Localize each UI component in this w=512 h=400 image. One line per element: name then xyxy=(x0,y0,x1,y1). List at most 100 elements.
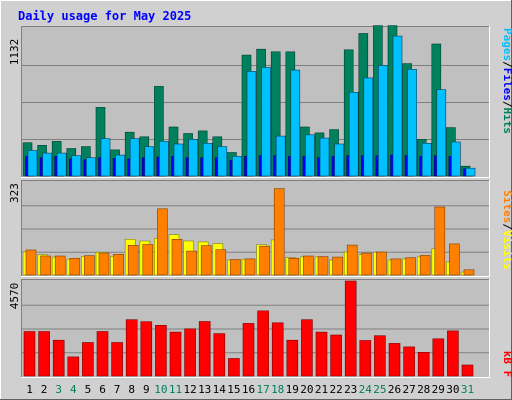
x-tick-label: 5 xyxy=(85,383,92,396)
bar-kb-f-day-1 xyxy=(23,331,36,377)
x-tick-label: 31 xyxy=(461,383,474,396)
bar-sites-day-22 xyxy=(332,256,343,276)
bar-pages-day-20 xyxy=(305,134,315,177)
bar-sites-day-14 xyxy=(215,249,227,276)
bar-pages-day-19 xyxy=(290,69,301,177)
chart-title: Daily usage for May 2025 xyxy=(18,9,191,23)
bar-sites-day-18 xyxy=(273,188,285,276)
bar-sites-day-17 xyxy=(259,245,270,276)
x-tick-label: 10 xyxy=(154,383,167,396)
bar-pages-day-7 xyxy=(115,154,125,177)
bar-kb-f-day-27 xyxy=(403,346,415,377)
bar-kb-f-day-4 xyxy=(67,356,80,377)
x-tick-label: 17 xyxy=(256,383,269,396)
x-tick-label: 26 xyxy=(388,383,401,396)
bar-sites-day-28 xyxy=(419,255,431,276)
bar-kb-f-day-28 xyxy=(417,351,430,377)
x-tick-label: 12 xyxy=(183,383,196,396)
x-tick-label: 27 xyxy=(402,383,415,396)
bar-kb-f-day-17 xyxy=(257,310,269,377)
bar-kb-f-day-20 xyxy=(301,319,313,377)
bottom-max-label: 4570 xyxy=(8,283,21,310)
x-tick-label: 19 xyxy=(286,383,299,396)
bar-pages-day-4 xyxy=(71,155,82,177)
bar-pages-day-18 xyxy=(275,135,286,177)
bar-kb-f-day-6 xyxy=(96,331,109,377)
legend-sites: Sites xyxy=(501,190,512,223)
bar-pages-day-15 xyxy=(232,156,242,177)
bar-kb-f-day-15 xyxy=(228,358,240,377)
x-tick-label: 15 xyxy=(227,383,240,396)
bottom-legend: kB F xyxy=(501,351,512,378)
bar-kb-f-day-2 xyxy=(38,331,50,377)
x-tick-label: 25 xyxy=(373,383,386,396)
bar-kb-f-day-19 xyxy=(286,339,299,377)
x-tick-label: 11 xyxy=(169,383,182,396)
bar-pages-day-13 xyxy=(202,143,213,177)
bar-sites-day-8 xyxy=(127,245,139,276)
bar-sites-day-26 xyxy=(390,258,402,276)
bar-pages-day-9 xyxy=(144,146,155,177)
bar-kb-f-day-12 xyxy=(184,328,196,377)
legend-sep: / xyxy=(501,101,512,108)
bar-pages-day-27 xyxy=(407,69,417,177)
mid-max-label: 323 xyxy=(8,183,21,203)
bar-sites-day-24 xyxy=(361,252,373,276)
x-tick-label: 20 xyxy=(300,383,313,396)
bar-pages-day-11 xyxy=(173,143,184,177)
x-tick-label: 29 xyxy=(432,383,445,396)
bar-pages-day-22 xyxy=(334,143,344,177)
x-tick-label: 6 xyxy=(99,383,106,396)
bar-pages-day-8 xyxy=(129,138,140,177)
x-tick-label: 18 xyxy=(271,383,284,396)
x-tick-label: 2 xyxy=(41,383,48,396)
bar-sites-day-23 xyxy=(346,244,358,276)
bar-sites-day-5 xyxy=(84,255,95,276)
bar-pages-day-16 xyxy=(246,71,257,177)
bar-kb-f-day-29 xyxy=(432,338,445,377)
bar-sites-day-7 xyxy=(113,254,124,276)
bar-pages-day-29 xyxy=(436,89,447,177)
bar-kb-f-day-30 xyxy=(447,330,459,377)
x-tick-label: 22 xyxy=(329,383,342,396)
bar-sites-day-29 xyxy=(434,206,446,276)
legend-sep: / xyxy=(501,61,512,68)
legend-visits: Visits xyxy=(501,230,512,270)
bar-sites-day-31 xyxy=(463,269,475,276)
x-tick-label: 1 xyxy=(26,383,33,396)
bar-sites-day-30 xyxy=(449,243,460,276)
bar-pages-day-5 xyxy=(86,157,96,177)
bar-sites-day-12 xyxy=(186,250,197,276)
x-tick-label: 23 xyxy=(344,383,357,396)
bar-sites-day-16 xyxy=(244,258,256,276)
bar-kb-f-day-22 xyxy=(330,334,342,377)
bar-pages-day-17 xyxy=(261,67,271,177)
x-tick-label: 14 xyxy=(213,383,227,396)
bar-kb-f-day-7 xyxy=(111,342,123,377)
bar-pages-day-30 xyxy=(451,141,461,177)
bar-sites-day-9 xyxy=(142,244,154,276)
bar-kb-f-day-13 xyxy=(198,321,211,377)
x-tick-label: 28 xyxy=(417,383,430,396)
bar-kb-f-day-10 xyxy=(155,324,167,377)
bar-sites-day-13 xyxy=(200,245,212,276)
bar-kb-f-day-26 xyxy=(388,343,401,377)
bar-pages-day-28 xyxy=(421,143,432,177)
x-tick-label: 24 xyxy=(359,383,373,396)
bar-kb-f-day-16 xyxy=(242,323,255,377)
bar-pages-day-21 xyxy=(319,137,330,177)
legend-sep: / xyxy=(501,223,512,230)
mid-legend: Sites/Visits xyxy=(501,190,512,270)
bar-kb-f-day-24 xyxy=(359,340,372,377)
bar-kb-f-day-21 xyxy=(315,331,328,377)
bar-pages-day-3 xyxy=(56,152,67,177)
legend-pages: Pages xyxy=(501,28,512,61)
bar-pages-day-24 xyxy=(363,77,374,177)
bar-kb-f-day-5 xyxy=(82,342,94,377)
bar-pages-day-12 xyxy=(188,139,198,177)
bar-pages-day-6 xyxy=(100,138,111,177)
bar-pages-day-31 xyxy=(465,167,476,177)
legend-files: Files xyxy=(501,68,512,101)
x-tick-label: 9 xyxy=(143,383,150,396)
bar-kb-f-day-14 xyxy=(213,333,226,377)
